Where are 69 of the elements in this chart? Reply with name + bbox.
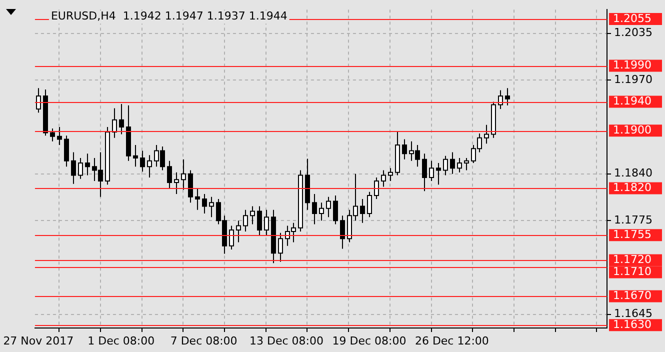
- x-tick-label: 19 Dec 08:00: [332, 334, 406, 348]
- x-tick-label: 27 Nov 2017: [3, 334, 74, 348]
- candlestick: [188, 170, 193, 204]
- candlestick: [229, 225, 234, 250]
- candlestick: [333, 194, 338, 225]
- x-tick-label: 1 Dec 08:00: [88, 334, 155, 348]
- ref-line-label: 1.1755: [613, 228, 652, 241]
- ref-line-label: 1.2055: [613, 12, 652, 25]
- candlestick: [71, 152, 76, 184]
- candlestick: [498, 90, 503, 110]
- y-tick-label: 1.1840: [614, 166, 652, 180]
- candlestick: [402, 138, 407, 160]
- ref-line-label: 1.1710: [613, 265, 652, 278]
- candlestick: [64, 135, 69, 168]
- candlestick: [147, 154, 152, 178]
- candlestick: [340, 215, 345, 250]
- x-tick-label: 7 Dec 08:00: [170, 334, 238, 348]
- y-tick-label: 1.1970: [614, 73, 652, 86]
- candlestick: [264, 209, 269, 236]
- candlestick: [50, 128, 55, 142]
- candlestick: [388, 168, 393, 182]
- candlestick: [119, 103, 124, 135]
- candlestick: [202, 194, 207, 214]
- candlestick: [36, 88, 41, 114]
- ref-line-label: 1.1720: [613, 253, 652, 266]
- candlestick: [450, 152, 455, 174]
- ref-line-label: 1.1900: [613, 123, 652, 136]
- y-tick-label: 1.1645: [614, 307, 652, 320]
- candlestick: [360, 198, 365, 224]
- candlestick: [457, 157, 462, 173]
- chart-title: EURUSD,H4 1.1942 1.1947 1.1937 1.1944: [50, 9, 288, 22]
- candlestick: [505, 88, 510, 106]
- candlestick: [250, 206, 255, 225]
- candlestick: [374, 176, 379, 200]
- candlestick: [381, 170, 386, 188]
- candlestick: [181, 158, 186, 190]
- candlestick: [312, 194, 317, 225]
- candlestick: [367, 191, 372, 218]
- candlestick: [209, 196, 214, 218]
- ref-line-label: 1.1940: [613, 94, 652, 108]
- y-tick-label: 1.1775: [614, 214, 652, 227]
- x-tick-label: 26 Dec 12:00: [414, 334, 489, 348]
- candlestick: [326, 196, 331, 218]
- ref-line-label: 1.1820: [613, 181, 652, 194]
- candlestick: [140, 150, 145, 172]
- candlestick: [319, 202, 324, 222]
- candlestick: [422, 153, 427, 192]
- candlestick: [278, 232, 283, 262]
- candlestick: [85, 153, 90, 176]
- candlestick: [195, 188, 200, 210]
- candlestick: [436, 162, 441, 186]
- candlestick: [236, 220, 241, 243]
- candlestick: [243, 209, 248, 232]
- ref-line-label: 1.1670: [613, 289, 652, 302]
- candlestick: [57, 126, 62, 146]
- ref-line-label: 1.1630: [613, 318, 652, 331]
- candlestick: [167, 160, 172, 189]
- candlestick: [112, 108, 117, 138]
- candlestick: [443, 155, 448, 176]
- candlestick: [257, 206, 262, 236]
- candlestick: [464, 157, 469, 171]
- candlestick: [174, 172, 179, 195]
- ref-line-label: 1.1990: [613, 58, 652, 72]
- y-tick-label: 1.2035: [614, 26, 652, 40]
- candlestick: [133, 144, 138, 168]
- x-tick-label: 13 Dec 08:00: [250, 334, 324, 348]
- candlestick: [484, 124, 489, 144]
- candlestick: [429, 160, 434, 182]
- candlestick: [78, 157, 83, 180]
